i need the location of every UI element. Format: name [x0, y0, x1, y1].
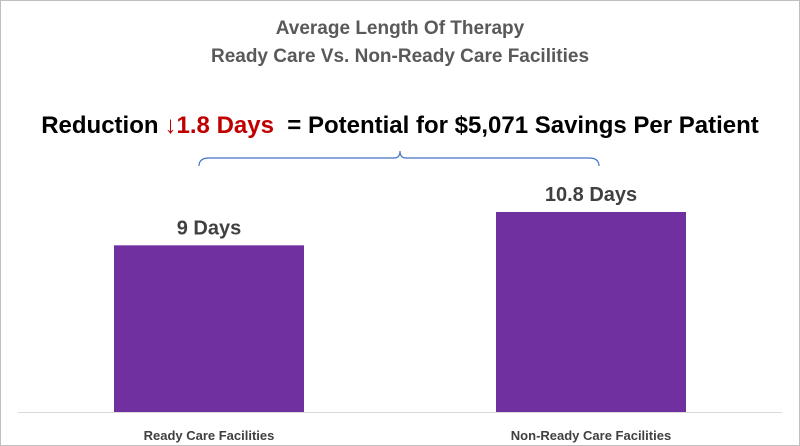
callout-suffix: = Potential for $5,071 Savings Per Patie… — [287, 112, 759, 139]
chart-subtitle: Ready Care Vs. Non-Ready Care Facilities — [210, 46, 590, 67]
chart-title: Average Length Of Therapy — [275, 18, 525, 39]
bar-1 — [114, 245, 304, 412]
data-label-2: 10.8 Days — [545, 184, 637, 206]
bar-2 — [496, 211, 686, 412]
category-label-1: Ready Care Facilities — [144, 428, 275, 443]
callout-prefix: Reduction — [41, 112, 159, 139]
callout-highlight: 1.8 Days — [176, 112, 274, 139]
bracket — [198, 150, 600, 167]
reduction-callout: Reduction ↓1.8 Days = Potential for $5,07… — [0, 112, 800, 140]
category-label-2: Non-Ready Care Facilities — [511, 428, 671, 443]
data-label-1: 9 Days — [177, 217, 242, 239]
down-arrow-icon: ↓ — [164, 112, 177, 139]
